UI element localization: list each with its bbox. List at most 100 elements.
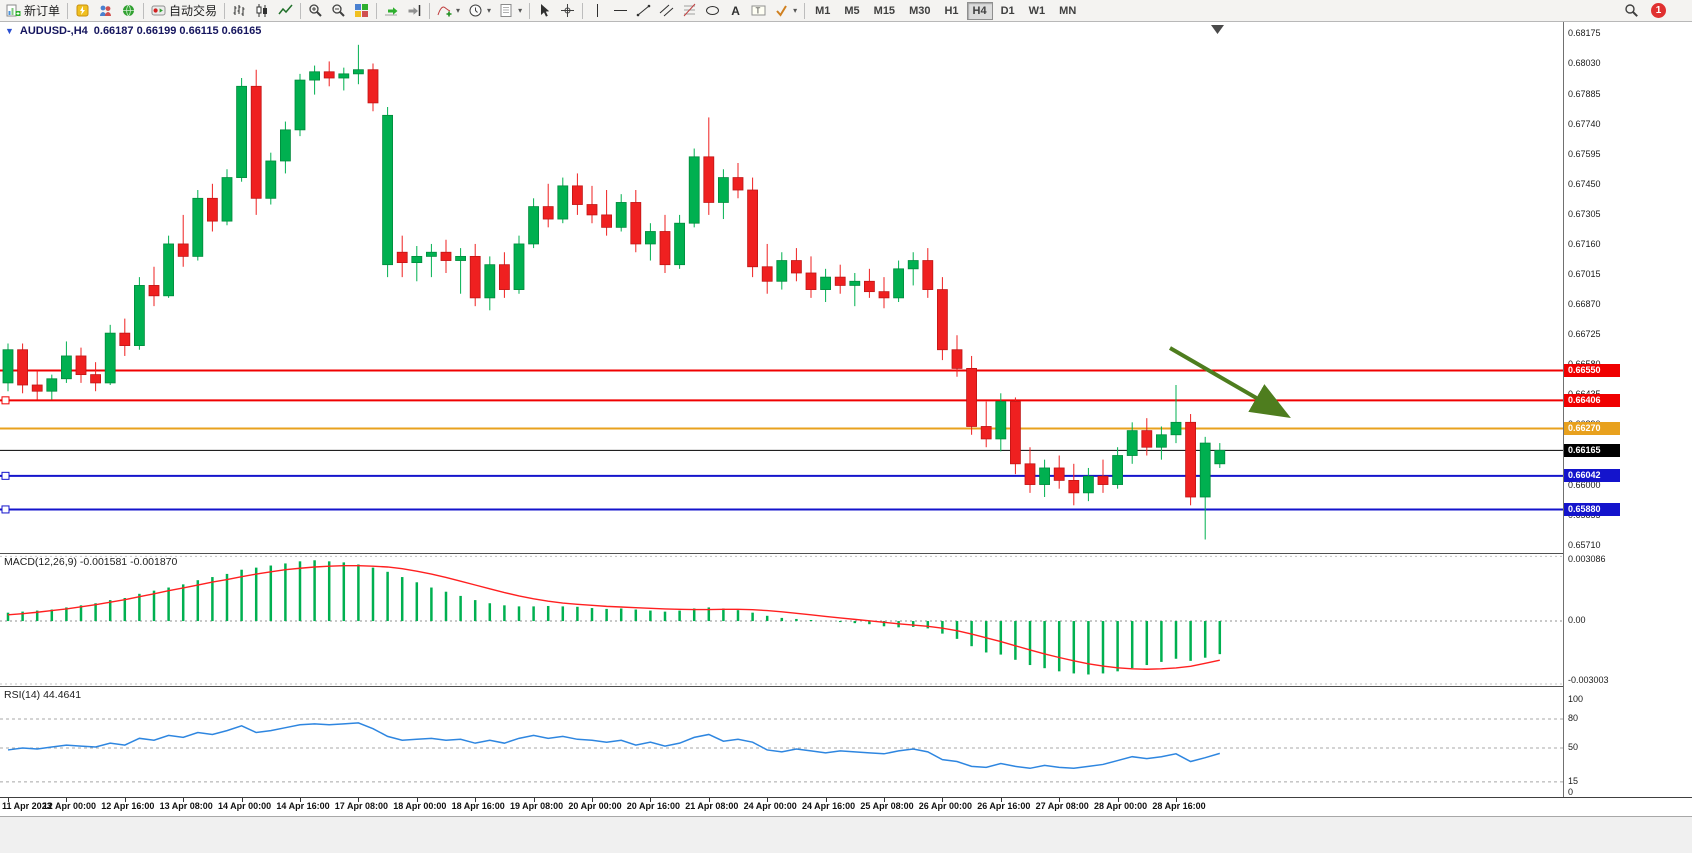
text-button[interactable]: A (724, 0, 747, 22)
metaeditor-button[interactable] (71, 0, 94, 22)
candle-body (484, 264, 496, 299)
timeframe-h1-button[interactable]: H1 (944, 4, 959, 17)
time-axis-label: 20 Apr 16:00 (626, 801, 680, 811)
timeframe-m30-button[interactable]: M30 (909, 4, 931, 17)
symbol-search-button[interactable] (1620, 0, 1643, 22)
timeframe-w1-button[interactable]: W1 (1028, 4, 1046, 17)
time-axis-label: 21 Apr 08:00 (685, 801, 739, 811)
separator (582, 2, 584, 19)
fibonacci-button[interactable] (678, 0, 701, 22)
channel-icon (659, 4, 674, 17)
candle-body (659, 231, 671, 266)
time-tick (8, 798, 9, 802)
time-tick (241, 798, 243, 802)
timeframe-mn-button[interactable]: MN (1059, 4, 1077, 17)
timeframe-d1-button[interactable]: D1 (1000, 4, 1015, 17)
timeframe-m1-button[interactable]: M1 (815, 4, 831, 17)
time-tick (592, 798, 593, 802)
price-axis-label: 0.65710 (1568, 539, 1601, 550)
candlestick-chart-button[interactable] (251, 0, 274, 22)
candle-body (396, 251, 408, 264)
time-axis-label: 18 Apr 16:00 (451, 801, 505, 811)
candle-body (951, 349, 963, 369)
candle-body (2, 349, 14, 384)
macd-panel[interactable]: MACD(12,26,9) -0.001581 -0.001870 (0, 553, 1692, 686)
new-order-button[interactable]: 新订单 (2, 0, 64, 22)
indicators-button[interactable]: ▾ (433, 0, 464, 22)
separator (376, 2, 378, 19)
main-chart-panel[interactable]: ▼ AUDUSD-,H4 0.66187 0.66199 0.66115 0.6… (0, 22, 1692, 553)
time-axis-label: 14 Apr 16:00 (276, 801, 330, 811)
chart-shift-button[interactable] (403, 0, 426, 22)
crosshair-button[interactable] (556, 0, 579, 22)
line-chart-button[interactable] (274, 0, 297, 22)
tile-windows-button[interactable] (350, 0, 373, 22)
line-handle[interactable] (1, 471, 10, 480)
timeframe-m15-button[interactable]: M15 (873, 4, 896, 17)
candlestick-chart-icon (256, 4, 268, 17)
candle-body (528, 206, 539, 245)
bar-chart-button[interactable] (228, 0, 251, 22)
autotrading-label: 自动交易 (169, 4, 218, 18)
price-axis-column[interactable]: 0.68175 0.68030 0.67885 0.67740 0.67595 0.674… (1563, 22, 1692, 797)
time-tick (942, 798, 944, 802)
time-axis[interactable]: 11 Apr 2023 12 Apr 00:00 12 Apr 16:00 13 Ap… (0, 797, 1692, 816)
price-axis-label: 0.67305 (1568, 208, 1601, 219)
horizontal-line-button[interactable] (609, 0, 632, 22)
line-handle[interactable] (1, 505, 10, 514)
line-handle[interactable] (1, 396, 10, 405)
price-axis-label: 0.66000 (1568, 479, 1601, 490)
candle-body (367, 69, 379, 104)
separator (143, 2, 145, 19)
shapes-button[interactable] (701, 0, 724, 22)
candle-body (265, 160, 277, 199)
auto-scroll-button[interactable] (380, 0, 403, 22)
separator (429, 2, 431, 19)
time-tick (183, 798, 185, 802)
candle-body (119, 332, 131, 346)
cursor-button[interactable] (533, 0, 556, 22)
macd-axis-label: 0.00 (1568, 615, 1586, 626)
candle-body (893, 268, 904, 299)
trendline-button[interactable] (632, 0, 655, 22)
text-icon: A (731, 4, 740, 18)
time-tick (825, 798, 827, 802)
timeframe-h4-button[interactable]: H4 (966, 1, 993, 20)
annotation-arrow[interactable] (1168, 346, 1291, 419)
separator (529, 2, 531, 19)
rsi-axis-label: 15 (1568, 775, 1579, 786)
templates-button[interactable]: ▾ (495, 0, 526, 22)
macd-axis-label: 0.003086 (1568, 554, 1606, 564)
navigator-icon (123, 4, 135, 17)
zoom-out-button[interactable] (327, 0, 350, 22)
timeframe-group: M1 M5 M15 M30 H1 H4 D1 W1 MN (808, 1, 1083, 20)
price-tag-0.66165: 0.66165 (1564, 443, 1620, 457)
arrows-style-button[interactable]: ▾ (770, 0, 801, 22)
channel-button[interactable] (655, 0, 678, 22)
vertical-line-button[interactable] (586, 0, 609, 22)
text-label-button[interactable]: T (747, 0, 770, 22)
time-axis-label: 18 Apr 00:00 (393, 801, 447, 811)
candle-body (46, 378, 58, 392)
candle-body (703, 156, 715, 203)
candle-body (747, 189, 758, 268)
candle-body (338, 73, 350, 79)
candle-body (1126, 430, 1138, 456)
periods-button[interactable]: ▾ (464, 0, 495, 22)
zoom-in-button[interactable] (304, 0, 327, 22)
candle-body (133, 285, 145, 346)
notification-badge[interactable]: 1 (1651, 3, 1666, 18)
rsi-panel[interactable]: RSI(14) 44.4641 (0, 686, 1692, 797)
macd-chart (0, 555, 1563, 685)
market-watch-button[interactable] (94, 0, 117, 22)
time-tick (1059, 798, 1061, 802)
autotrading-button[interactable]: 自动交易 (147, 0, 221, 22)
candle-body (352, 69, 364, 75)
candle-body (75, 355, 87, 376)
text-label-icon: T (751, 5, 766, 16)
rsi-axis-label: 100 (1568, 693, 1584, 704)
navigator-button[interactable] (117, 0, 140, 22)
horizontal-line-icon (614, 10, 628, 11)
chart-shift-marker[interactable] (1211, 25, 1224, 34)
timeframe-m5-button[interactable]: M5 (844, 4, 860, 17)
